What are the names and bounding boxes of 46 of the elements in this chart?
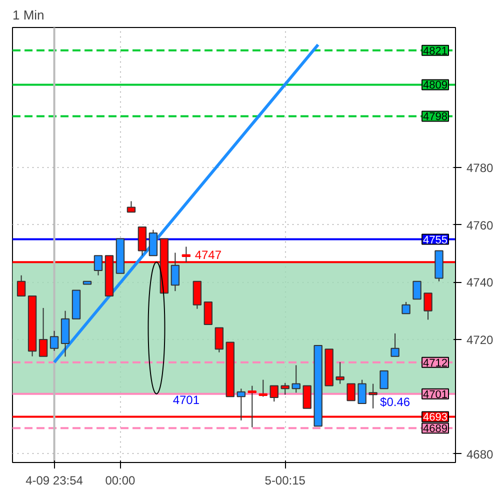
candlestick [138,226,147,256]
candlestick [38,307,48,357]
candlestick [346,383,356,402]
candlestick [192,280,202,310]
annotation: 4747 [194,248,222,262]
ref-line-label: 4712 [423,357,448,370]
ref-line-label: 4798 [423,111,448,124]
candlestick [380,370,388,390]
x-tick-label: 4-09 23:54 [26,474,84,488]
y-tick-label: 4680 [466,447,494,462]
candlestick [258,379,268,398]
candlestick [358,379,366,404]
candlestick [368,383,378,409]
candlestick [16,274,26,298]
candlestick [280,382,290,396]
annotation: 4701 [172,392,200,407]
annotation: $0.46 [380,394,410,409]
x-tick-label: 5-00:15 [264,474,306,488]
y-tick-label: 4720 [466,332,494,347]
candlestick [270,385,278,402]
y-tick-label: 4740 [466,276,494,290]
x-tick-label: 00:00 [105,474,136,488]
candlestick [390,332,400,357]
candlestick [94,255,103,276]
ref-line-label: 4693 [423,412,448,424]
y-tick-label: 4780 [466,161,494,176]
candlestick [336,362,344,384]
ref-line-label: 4755 [423,234,448,246]
candlestick [402,301,410,314]
ref-line-label: 4701 [423,388,448,401]
ref-line-label: 4809 [423,80,448,92]
candlestick [170,252,180,292]
ref-line-label: 4689 [423,423,448,436]
y-tick-label: 4760 [466,218,494,232]
candlestick [412,280,422,300]
ref-line-label: 4821 [423,45,448,58]
candlestick [302,385,312,409]
candlestick [292,364,300,394]
candlestick [214,327,224,353]
candlestick [50,330,59,352]
candlestick [424,292,432,320]
candlestick [236,388,246,421]
chart-title: 1 Min [12,8,44,22]
candlestick [204,301,213,326]
candlestick [148,229,158,256]
candlestick [126,200,136,213]
